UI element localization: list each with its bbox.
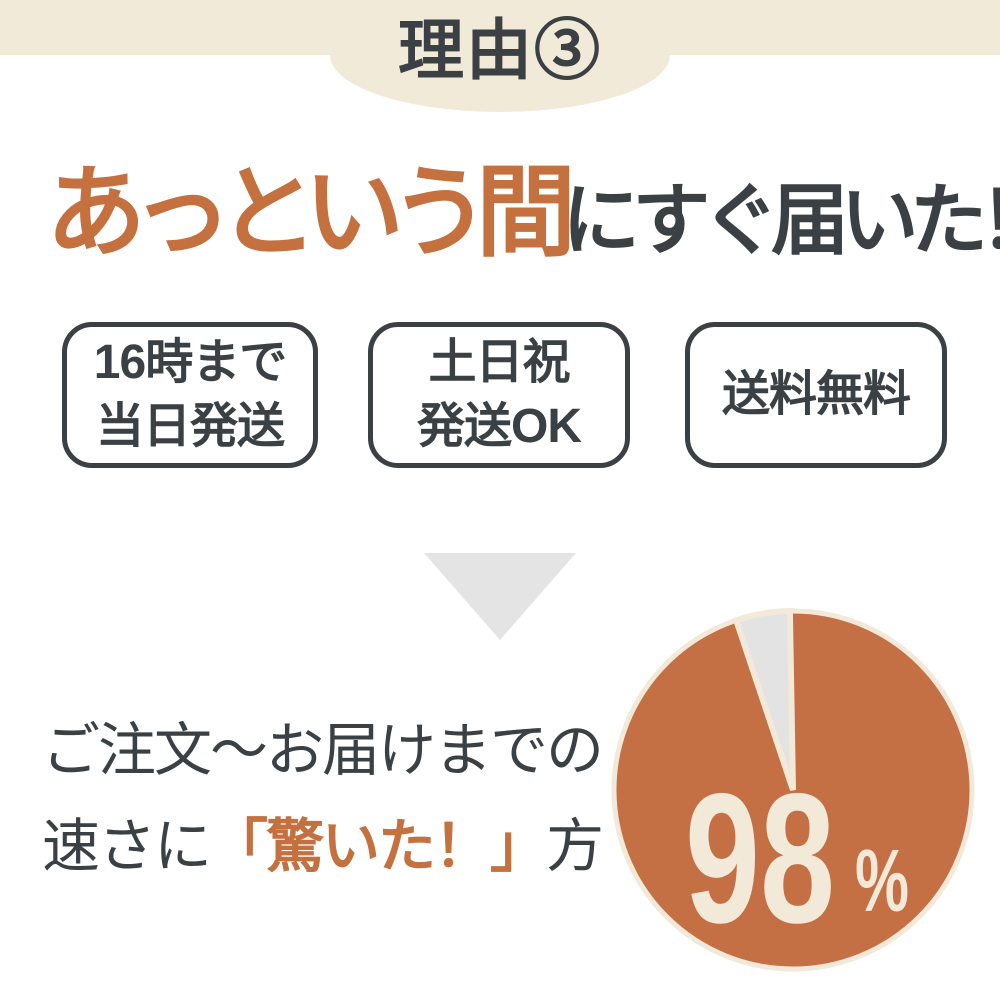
pie-chart: 98 % [611,607,975,972]
caption-highlight: 「驚いた！」 [210,814,548,879]
page-title: 理由③ [398,13,602,87]
badge-line: 送料無料 [721,368,911,421]
badge-line: 発送OK [416,400,582,453]
headline-rest: にすぐ届いた！ [562,176,1000,264]
pie-value: 98 [685,756,835,962]
header-band-bulge [330,0,670,112]
badge-line: 16時まで [93,336,287,389]
badge-same-day-shipping: 16時まで 当日発送 [62,322,318,468]
stat-caption: ご注文〜お届けまでの 速さに「驚いた！」方 [42,703,612,895]
caption-text: 速さに [42,814,212,879]
pie-value-unit: % [855,831,909,930]
arrow-down-icon [424,553,576,640]
caption-text: 方 [546,814,604,879]
caption-line-1: ご注文〜お届けまでの [42,703,612,799]
pie-slice-rest [732,607,796,791]
headline-highlight: あっという間 [46,157,576,269]
badge-free-shipping: 送料無料 [685,322,947,468]
headline: あっという間にすぐ届いた！ [46,157,1000,269]
badge-weekend-shipping: 土日祝 発送OK [368,322,630,468]
caption-line-2: 速さに「驚いた！」方 [42,799,612,895]
caption-text: ご注文〜お届けまでの [42,718,604,783]
badge-line: 当日発送 [95,400,285,453]
badge-line: 土日祝 [428,336,570,389]
